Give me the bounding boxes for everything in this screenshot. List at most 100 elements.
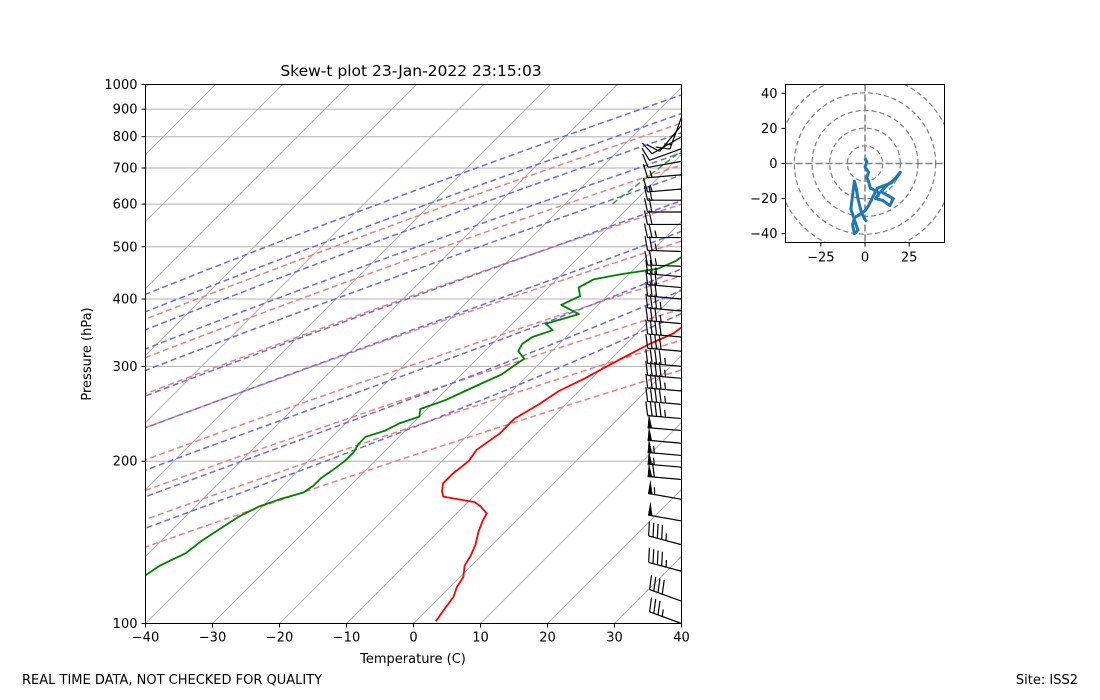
barb-full bbox=[645, 333, 649, 349]
barb-staff bbox=[649, 611, 682, 625]
barb-full bbox=[645, 373, 649, 389]
barb-staff bbox=[647, 475, 682, 481]
barb-full bbox=[657, 578, 661, 593]
isotherm-line bbox=[145, 84, 418, 357]
barb-full bbox=[648, 210, 653, 225]
wind-barb bbox=[645, 349, 682, 367]
barb-full bbox=[645, 387, 649, 402]
barb-full bbox=[649, 294, 653, 309]
wind-barb bbox=[647, 462, 682, 481]
barb-full bbox=[648, 548, 650, 563]
x-tick-label: −10 bbox=[333, 631, 360, 646]
y-tick-label: 900 bbox=[113, 103, 138, 118]
y-tick-label: 100 bbox=[113, 617, 138, 632]
wind-barb bbox=[647, 413, 682, 432]
barb-flag bbox=[647, 426, 653, 441]
barb-flag bbox=[647, 462, 653, 477]
barb-full bbox=[648, 186, 653, 201]
isotherm-line bbox=[278, 220, 682, 624]
barb-full bbox=[654, 387, 658, 403]
x-tick-label: −30 bbox=[199, 631, 226, 646]
x-tick-label: 0 bbox=[409, 631, 417, 646]
wind-barb bbox=[648, 597, 682, 625]
barb-full bbox=[648, 236, 653, 251]
barb-staff bbox=[647, 427, 682, 432]
mixing-ratio-line bbox=[611, 149, 682, 205]
isotherm-line bbox=[145, 86, 682, 624]
y-tick-label: 300 bbox=[113, 360, 138, 375]
barb-full bbox=[654, 349, 658, 365]
barb-half bbox=[649, 170, 653, 178]
y-tick-label: 1000 bbox=[104, 78, 137, 93]
hodo-x-tick-label: 0 bbox=[861, 251, 869, 266]
dry-adiabat bbox=[145, 240, 682, 429]
mixing-ratio-line bbox=[892, 85, 1064, 205]
barb-staff bbox=[647, 514, 682, 522]
barb-half bbox=[654, 258, 658, 266]
barb-half bbox=[649, 184, 653, 192]
isotherm-line bbox=[680, 622, 682, 624]
wind-barb bbox=[645, 373, 682, 392]
barb-half bbox=[664, 357, 667, 366]
wind-barb bbox=[648, 548, 682, 572]
x-ticks: −40 −30 −20 −10 0 10 20 30 40 bbox=[132, 623, 690, 646]
barb-staff bbox=[647, 320, 682, 325]
barb-staff bbox=[649, 148, 682, 161]
barb-full bbox=[649, 282, 653, 297]
hodo-y-tick-label: 0 bbox=[769, 157, 777, 172]
x-tick-label: −20 bbox=[266, 631, 293, 646]
barb-staff bbox=[647, 362, 682, 367]
wind-barb bbox=[643, 186, 682, 201]
mixing-ratio-line bbox=[962, 85, 1100, 205]
barb-staff bbox=[647, 387, 682, 392]
barb-staff bbox=[647, 264, 682, 267]
barb-full bbox=[644, 236, 649, 251]
barb-full bbox=[654, 402, 658, 417]
isotherm-lines bbox=[0, 73, 682, 648]
isotherm-line bbox=[0, 73, 93, 648]
barb-full bbox=[658, 335, 662, 350]
barb-full bbox=[661, 579, 665, 595]
barb-full bbox=[645, 349, 649, 364]
barb-staff bbox=[647, 492, 682, 500]
hodo-y-tick-label: 40 bbox=[761, 87, 778, 102]
hodo-x-tick-label: −25 bbox=[807, 251, 834, 266]
wind-barb bbox=[641, 147, 682, 161]
barb-full bbox=[648, 223, 653, 238]
isotherm-line bbox=[412, 354, 682, 624]
wind-barb bbox=[645, 259, 682, 278]
barb-full bbox=[645, 270, 649, 285]
moist-adiabat bbox=[145, 112, 682, 313]
barb-staff bbox=[648, 535, 682, 546]
barb-full bbox=[642, 163, 649, 178]
moist-adiabat bbox=[145, 289, 682, 498]
barb-full bbox=[645, 319, 649, 335]
barb-staff bbox=[647, 333, 682, 338]
chart-title: Skew-t plot 23-Jan-2022 23:15:03 bbox=[280, 62, 541, 80]
barb-full bbox=[654, 334, 658, 350]
barb-full bbox=[654, 361, 658, 377]
skewt-panel: −40 −30 −20 −10 0 10 20 30 40 100200300400500600… bbox=[0, 62, 1100, 667]
y-tick-label: 700 bbox=[113, 161, 138, 176]
isotherm-line bbox=[145, 84, 485, 424]
wind-barb bbox=[642, 163, 682, 179]
barb-staff bbox=[647, 249, 682, 253]
barb-full bbox=[649, 259, 653, 275]
moist-adiabat bbox=[145, 94, 682, 296]
moist-adiabat-lines bbox=[145, 94, 682, 529]
barb-flag bbox=[647, 450, 653, 465]
y-axis-label: Pressure (hPa) bbox=[80, 307, 95, 400]
barb-flag bbox=[647, 413, 653, 429]
barb-full bbox=[652, 522, 655, 538]
hodo-y-ticks: −40 −20 0 20 40 bbox=[750, 87, 786, 242]
barb-staff bbox=[647, 415, 682, 420]
hodo-trace bbox=[849, 157, 902, 236]
wind-barbs bbox=[641, 116, 683, 625]
barb-full bbox=[645, 361, 649, 376]
barb-staff bbox=[648, 561, 682, 572]
wind-barb bbox=[647, 426, 682, 444]
dewpoint-line bbox=[145, 255, 682, 577]
wind-barb bbox=[647, 479, 682, 500]
barb-full bbox=[656, 550, 659, 565]
y-tick-label: 800 bbox=[113, 130, 138, 145]
